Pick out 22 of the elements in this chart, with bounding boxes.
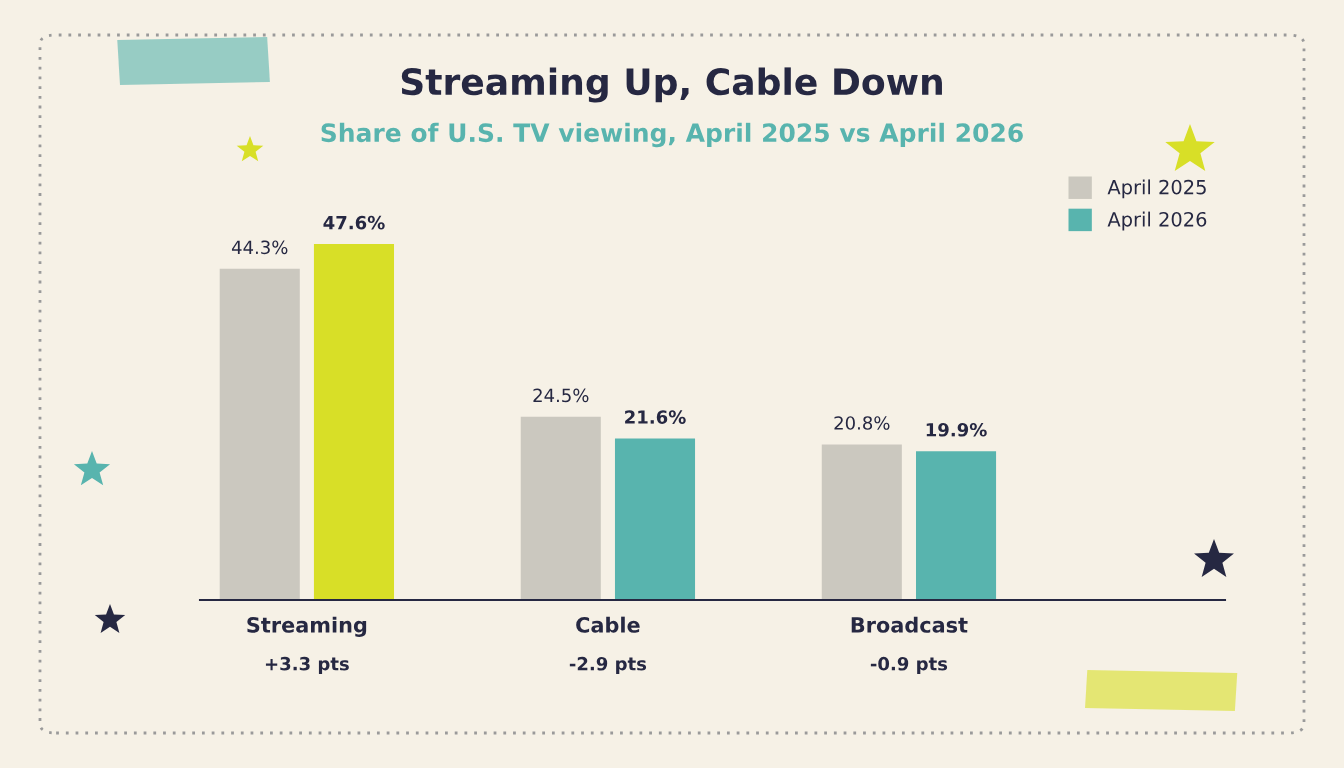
bar: [821, 444, 902, 600]
bar: [520, 416, 601, 600]
legend-label: April 2026: [1107, 211, 1207, 231]
text: +3.3 pts: [265, 656, 349, 675]
data-label: 47.6%: [323, 215, 385, 230]
data-label: 20.8%: [834, 416, 890, 430]
bar: [219, 268, 300, 600]
bar: [614, 438, 696, 600]
chart-subtitle: Share of U.S. TV viewing, April 2025 vs April 2026: [321, 122, 1023, 148]
data-label: 21.6%: [625, 410, 686, 424]
bar: [313, 244, 395, 600]
legend-label: April 2025: [1107, 179, 1206, 199]
text: -2.9 pts: [569, 656, 647, 675]
x-tick-label: Streaming: [247, 616, 367, 637]
chart-title: Streaming Up, Cable Down: [401, 67, 942, 103]
text: -0.9 pts: [870, 656, 948, 675]
data-label: 19.9%: [926, 422, 987, 437]
bar: [915, 451, 997, 600]
data-label: 44.3%: [231, 240, 288, 255]
data-label: 24.5%: [533, 388, 589, 403]
x-tick-label: Broadcast: [851, 616, 968, 633]
x-tick-label: Cable: [576, 616, 640, 633]
